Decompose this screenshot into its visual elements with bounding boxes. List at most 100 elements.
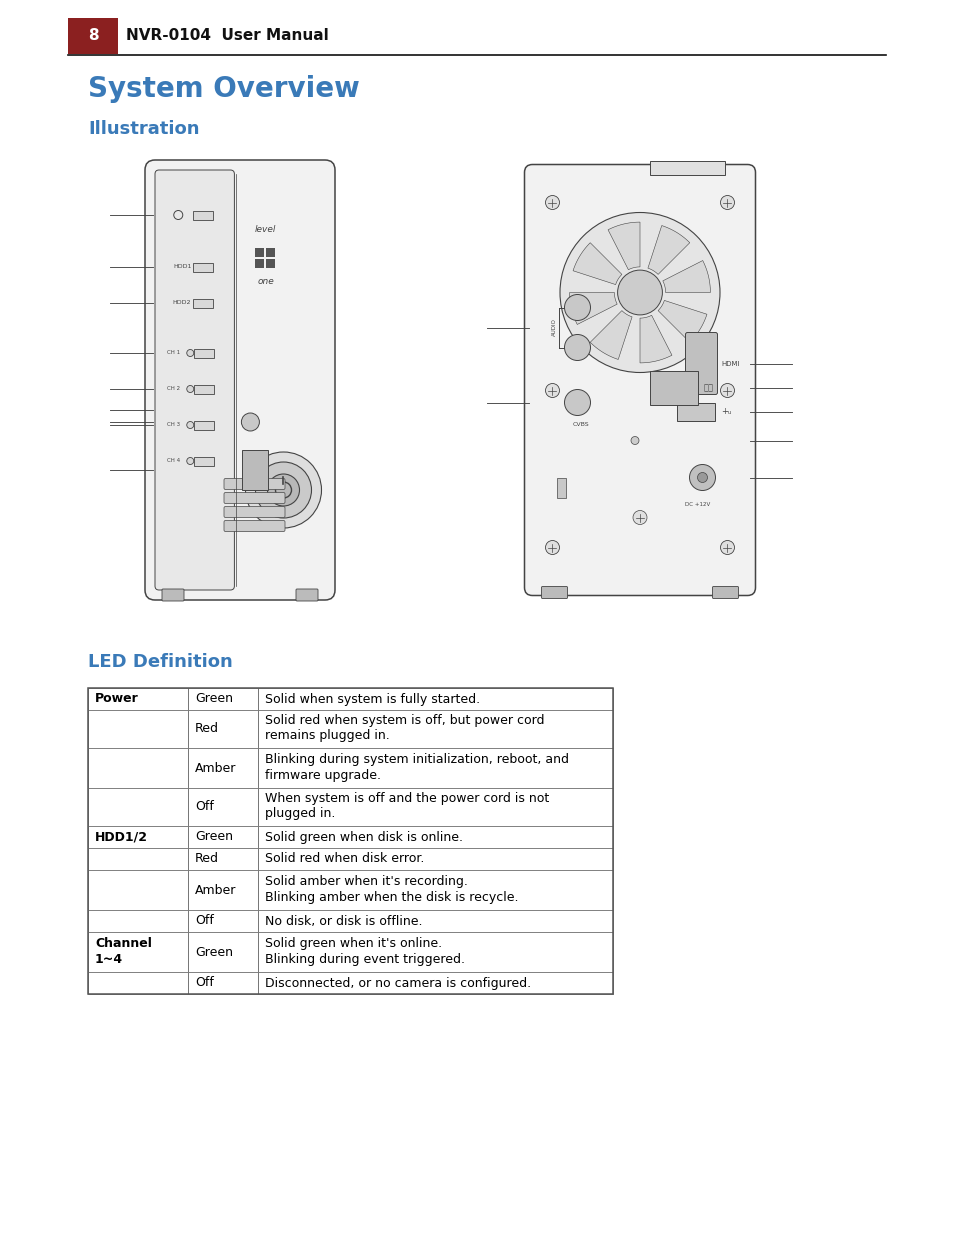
Bar [257, 869, 613, 910]
Text: ⭡⭣: ⭡⭣ [703, 383, 713, 391]
Bar [193, 299, 213, 308]
Bar [257, 972, 613, 994]
Text: Green: Green [194, 693, 233, 705]
Bar [257, 788, 613, 826]
FancyBboxPatch shape [224, 506, 285, 517]
Text: Red: Red [194, 722, 219, 736]
Bar [88, 972, 613, 994]
Text: Solid red when system is off, but power cord: Solid red when system is off, but power … [265, 714, 544, 727]
Text: When system is off and the power cord is not: When system is off and the power cord is… [265, 792, 549, 805]
Text: Amber: Amber [194, 762, 236, 774]
Bar [257, 710, 613, 748]
Bar [88, 688, 188, 710]
Bar [257, 848, 613, 869]
Polygon shape [607, 222, 639, 269]
Bar [257, 748, 613, 788]
Text: Channel: Channel [95, 936, 152, 950]
FancyBboxPatch shape [224, 520, 285, 531]
Text: level: level [254, 226, 276, 235]
Text: Blinking during system initialization, reboot, and: Blinking during system initialization, r… [265, 752, 568, 766]
Bar [193, 263, 213, 272]
Bar [188, 688, 257, 710]
Bar [188, 826, 257, 848]
Bar [188, 972, 257, 994]
FancyBboxPatch shape [712, 587, 738, 599]
Bar [257, 688, 613, 710]
Circle shape [545, 541, 558, 555]
Text: HDD2: HDD2 [172, 300, 191, 305]
Text: Green: Green [194, 946, 233, 958]
Text: AUDIO: AUDIO [551, 319, 556, 336]
Bar [188, 788, 257, 826]
Text: CH 1: CH 1 [167, 351, 180, 356]
Bar [88, 748, 613, 788]
Text: HDMI: HDMI [720, 361, 740, 367]
Circle shape [564, 335, 590, 361]
Bar [649, 161, 724, 174]
Bar [88, 788, 613, 826]
Bar [557, 478, 566, 498]
Text: Blinking during event triggered.: Blinking during event triggered. [265, 952, 464, 966]
Bar [88, 826, 613, 848]
Circle shape [633, 510, 646, 525]
Bar [68, 19, 118, 54]
Bar [194, 384, 214, 394]
Bar [266, 259, 275, 268]
Circle shape [630, 436, 639, 445]
Text: CVBS: CVBS [572, 422, 589, 427]
Bar [257, 910, 613, 932]
Bar [255, 248, 264, 257]
Text: Solid red when disk error.: Solid red when disk error. [265, 852, 424, 866]
Bar [194, 457, 214, 466]
FancyBboxPatch shape [162, 589, 184, 601]
Text: Off: Off [194, 977, 213, 989]
Circle shape [720, 384, 734, 398]
Circle shape [617, 270, 661, 315]
Bar [88, 910, 188, 932]
Text: NVR-0104  User Manual: NVR-0104 User Manual [126, 28, 329, 43]
Text: CH 4: CH 4 [167, 458, 180, 463]
Bar [649, 370, 698, 405]
Bar [193, 210, 213, 220]
Text: one: one [257, 278, 274, 287]
Text: 8: 8 [88, 28, 98, 43]
Text: Amber: Amber [194, 883, 236, 897]
Circle shape [564, 389, 590, 415]
Polygon shape [573, 243, 621, 284]
Bar [88, 826, 188, 848]
Bar [88, 748, 188, 788]
Bar [257, 826, 613, 848]
FancyBboxPatch shape [154, 170, 234, 590]
Bar [188, 748, 257, 788]
Bar [242, 450, 268, 490]
Bar [88, 848, 188, 869]
Bar [255, 259, 264, 268]
Bar [88, 710, 188, 748]
Text: plugged in.: plugged in. [265, 808, 335, 820]
Bar [88, 848, 613, 869]
Polygon shape [590, 310, 632, 359]
FancyBboxPatch shape [145, 161, 335, 600]
Bar [188, 910, 257, 932]
Text: Power: Power [95, 693, 138, 705]
Text: Solid when system is fully started.: Solid when system is fully started. [265, 693, 479, 705]
Text: Solid amber when it's recording.: Solid amber when it's recording. [265, 874, 467, 888]
Bar [88, 932, 613, 972]
Bar [88, 910, 613, 932]
Text: DC +12V: DC +12V [684, 503, 709, 508]
Circle shape [697, 473, 707, 483]
Bar [188, 932, 257, 972]
FancyBboxPatch shape [224, 493, 285, 504]
Bar [88, 972, 188, 994]
Text: Off: Off [194, 914, 213, 927]
Bar [188, 869, 257, 910]
Text: Red: Red [194, 852, 219, 866]
Text: CH 2: CH 2 [167, 387, 180, 391]
Text: firmware upgrade.: firmware upgrade. [265, 768, 380, 782]
FancyBboxPatch shape [224, 478, 285, 489]
Bar [194, 348, 214, 357]
Circle shape [187, 421, 193, 429]
FancyBboxPatch shape [685, 332, 717, 394]
Text: remains plugged in.: remains plugged in. [265, 730, 390, 742]
Text: LED Definition: LED Definition [88, 653, 233, 671]
